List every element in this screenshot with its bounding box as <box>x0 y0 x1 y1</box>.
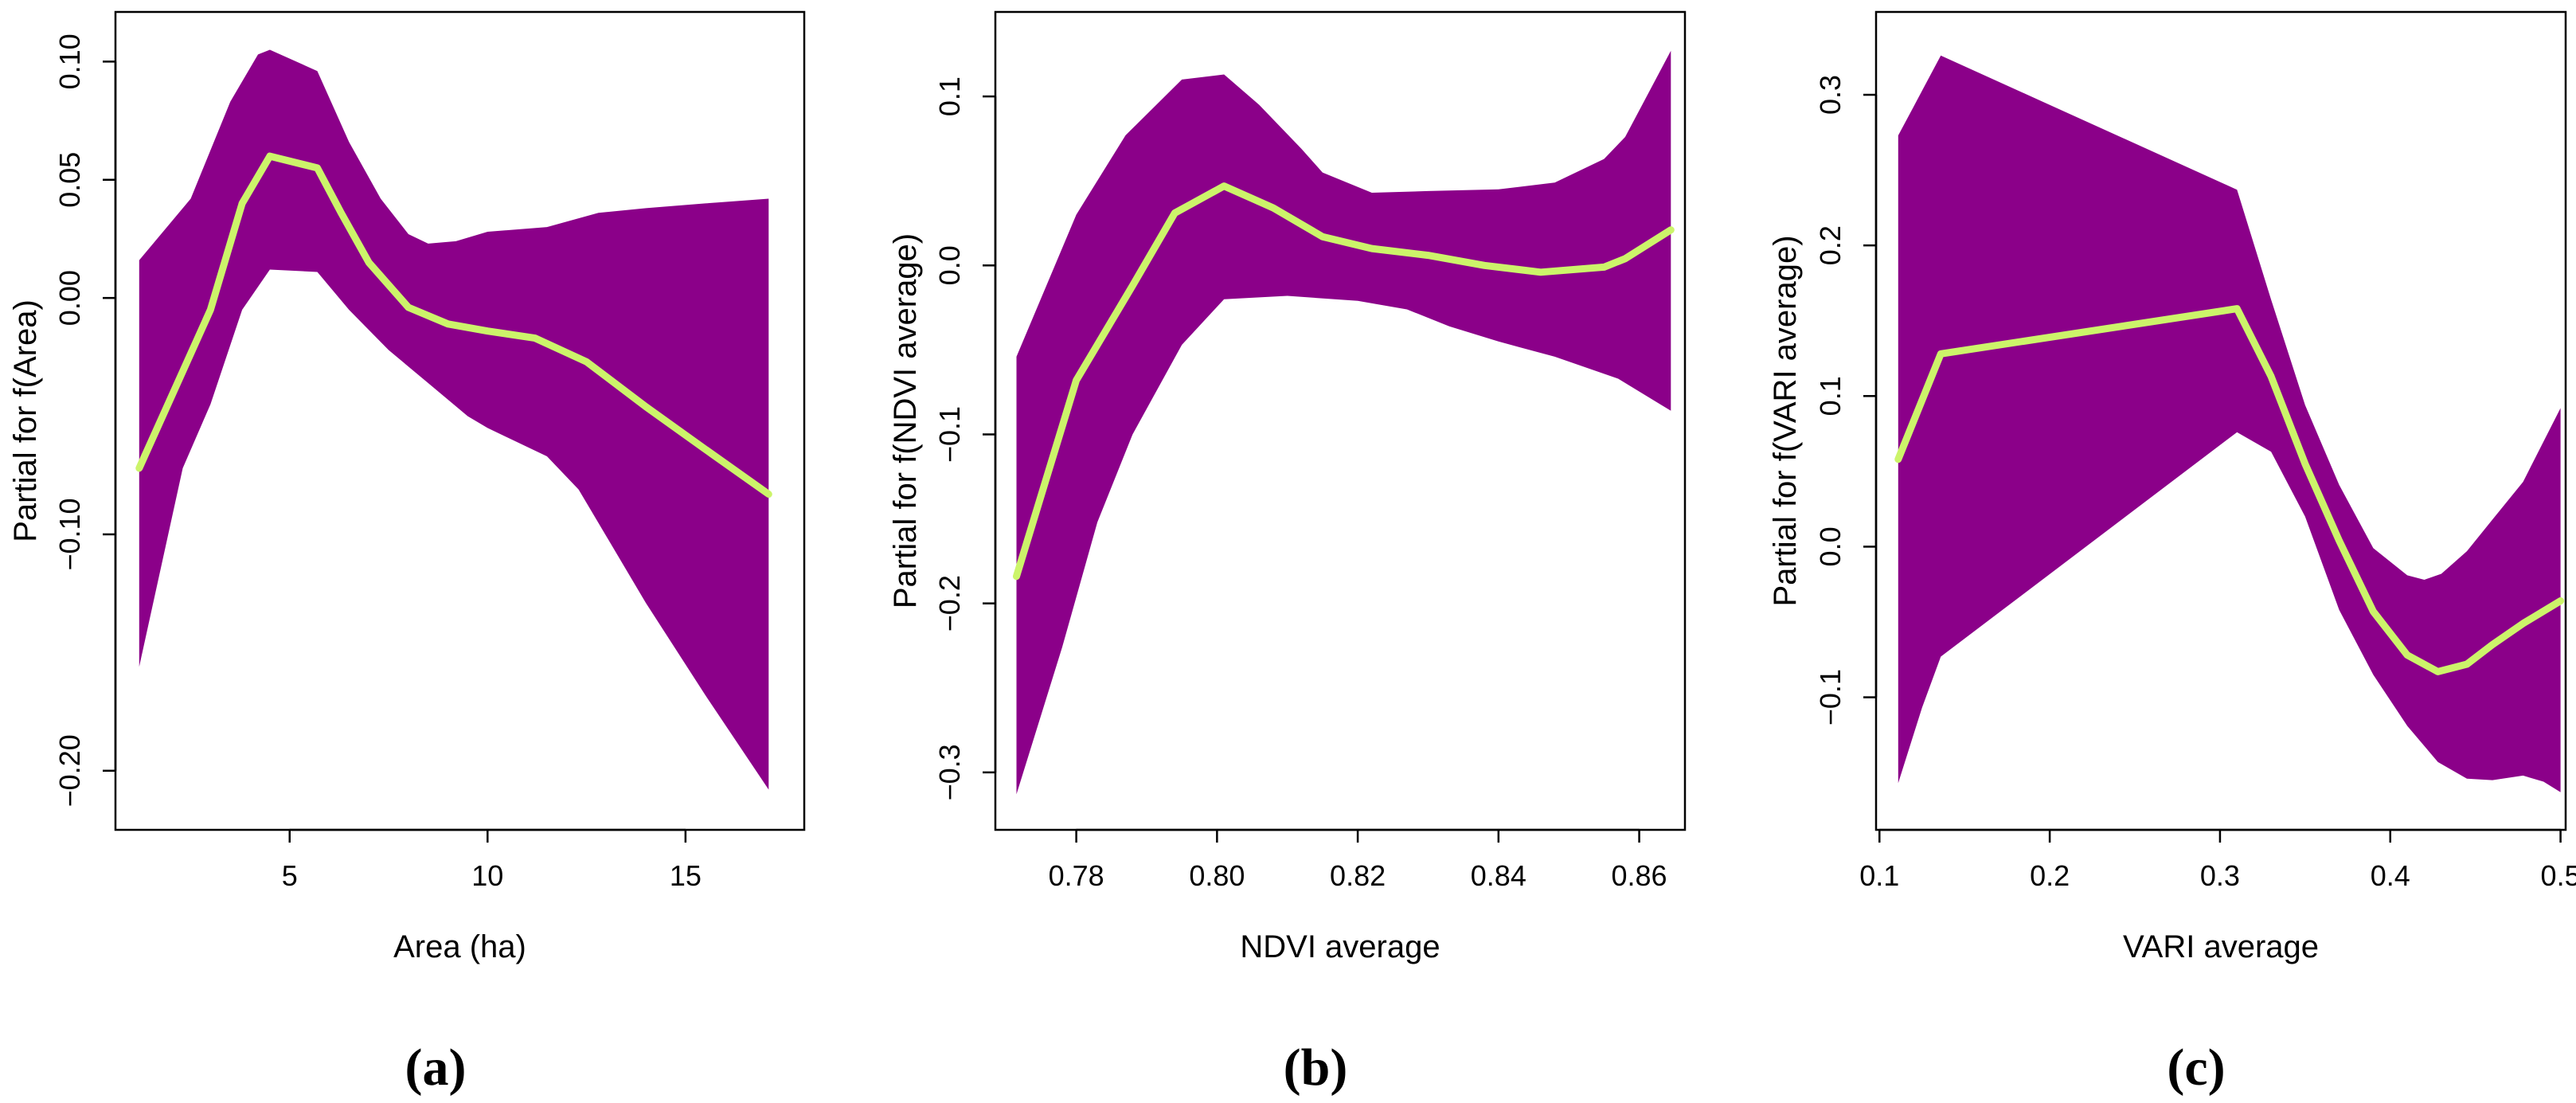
x-tick-label: 0.1 <box>1859 859 1899 892</box>
y-tick-label: −0.20 <box>53 734 86 807</box>
y-tick-label: −0.2 <box>933 575 966 632</box>
fit-line <box>1894 305 2565 675</box>
y-axis-title: Partial for f(VARI average) <box>1768 235 1803 606</box>
confidence-band <box>139 49 769 790</box>
y-tick-label: −0.3 <box>933 744 966 800</box>
y-tick-label: 0.00 <box>53 270 86 326</box>
y-tick-label: −0.1 <box>1814 669 1847 726</box>
y-tick-label: −0.1 <box>933 406 966 463</box>
y-tick-label: 0.3 <box>1814 75 1847 115</box>
x-tick-label: 15 <box>670 859 702 892</box>
panel-a: 5 10 15 −0.20 −0.10 0.00 0.05 0.10 Area (ha) Part… <box>8 10 806 1097</box>
x-tick-label: 0.86 <box>1612 859 1667 892</box>
panel-c: 0.1 0.2 0.3 0.4 0.5 −0.1 0.0 0.1 0.2 0.3 VARI aver… <box>1768 10 2576 1097</box>
y-tick-label: 0.1 <box>933 76 966 116</box>
panel-b: 0.78 0.80 0.82 0.84 0.86 −0.3 −0.2 −0.1 0.0 0.1 ND… <box>888 10 1687 1097</box>
panel-label: (c) <box>2167 1038 2225 1097</box>
y-tick-label: 0.10 <box>53 33 86 89</box>
x-tick-label: 5 <box>282 859 298 892</box>
y-tick-label: 0.0 <box>933 245 966 285</box>
confidence-band <box>1016 50 1671 795</box>
y-tick-label: 0.1 <box>1814 376 1847 416</box>
y-tick-label: −0.10 <box>53 498 86 570</box>
y-tick-label: 0.0 <box>1814 526 1847 566</box>
fit-line <box>1013 182 1675 581</box>
panel-label: (b) <box>1284 1038 1348 1097</box>
x-tick-label: 0.84 <box>1471 859 1526 892</box>
x-tick-label: 0.80 <box>1189 859 1245 892</box>
panel-label: (a) <box>405 1038 467 1097</box>
x-tick-label: 0.3 <box>2200 859 2240 892</box>
x-axis-title: NDVI average <box>1240 929 1440 964</box>
y-tick-label: 0.2 <box>1814 225 1847 265</box>
x-tick-label: 0.2 <box>2030 859 2070 892</box>
x-tick-label: 0.78 <box>1049 859 1104 892</box>
x-tick-label: 0.82 <box>1330 859 1386 892</box>
fit-line <box>135 152 772 498</box>
x-tick-label: 10 <box>471 859 503 892</box>
x-tick-label: 0.4 <box>2371 859 2410 892</box>
x-axis-title: VARI average <box>2123 929 2319 964</box>
x-tick-label: 0.5 <box>2541 859 2576 892</box>
y-axis-title: Partial for f(Area) <box>8 299 43 542</box>
y-tick-label: 0.05 <box>53 152 86 208</box>
x-axis-title: Area (ha) <box>393 929 526 964</box>
y-axis-title: Partial for f(NDVI average) <box>888 233 923 608</box>
confidence-band <box>1898 55 2561 792</box>
